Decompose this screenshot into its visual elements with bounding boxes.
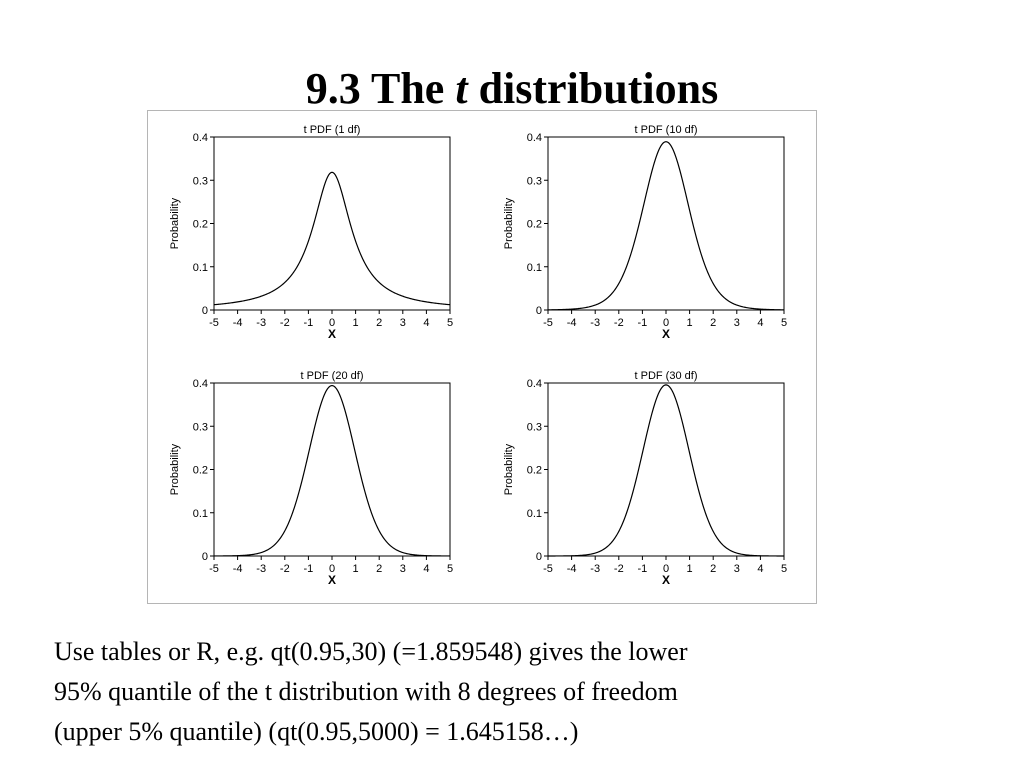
y-tick-label: 0.1 xyxy=(527,262,542,274)
x-tick-label: 0 xyxy=(329,563,335,575)
series-line-30df xyxy=(547,384,785,557)
y-tick-label: 0.2 xyxy=(527,219,542,231)
y-tick-label: 0 xyxy=(536,551,542,563)
x-tick-label: 0 xyxy=(663,563,669,575)
x-tick-label: 2 xyxy=(710,317,716,329)
y-tick-label: 0.4 xyxy=(193,378,208,390)
x-tick-label: 3 xyxy=(734,317,740,329)
x-tick-label: 3 xyxy=(734,563,740,575)
x-tick-label: 4 xyxy=(423,317,429,329)
x-tick-label: 0 xyxy=(329,317,335,329)
body-text: Use tables or R, e.g. qt(0.95,30) (=1.85… xyxy=(54,632,954,752)
x-tick-label: -5 xyxy=(543,317,553,329)
plot-frame xyxy=(547,382,785,557)
x-axis-label: X xyxy=(328,327,336,341)
x-tick-label: 3 xyxy=(400,317,406,329)
x-tick-label: -4 xyxy=(233,317,243,329)
plot-frame xyxy=(213,382,451,557)
x-tick-label: 3 xyxy=(400,563,406,575)
chart-title: t PDF (1 df) xyxy=(304,124,361,136)
series-line-10df xyxy=(547,141,785,311)
y-tick-label: 0.2 xyxy=(193,219,208,231)
x-tick-label: -4 xyxy=(567,563,577,575)
chart-panel-1df: t PDF (1 df) 0 0.1 0.2 0.3 0.4 -5 -4 -3 -2 -1 0 1 2 3 4… xyxy=(169,124,453,341)
x-tick-label: -3 xyxy=(590,317,600,329)
y-axis-label: Probability xyxy=(169,443,181,495)
x-tick-label: -3 xyxy=(256,563,266,575)
x-tick-label: -5 xyxy=(209,563,219,575)
y-tick-label: 0.4 xyxy=(527,378,542,390)
x-tick-label: -2 xyxy=(614,563,624,575)
figure-frame: t PDF (1 df) 0 0.1 0.2 0.3 0.4 -5 -4 -3 -2 -1 0 1 2 3 4… xyxy=(147,110,817,604)
y-tick-label: 0.4 xyxy=(527,132,542,144)
x-tick-label: -1 xyxy=(638,317,648,329)
chart-panel-10df: t PDF (10 df) 0 0.1 0.2 0.3 0.4 -5 -4 -3 -2 -1 0 1 2 3… xyxy=(503,124,787,341)
series-line-20df xyxy=(213,384,451,557)
series-line-1df xyxy=(213,171,451,306)
y-tick-label: 0.1 xyxy=(193,508,208,520)
chart-title: t PDF (10 df) xyxy=(635,124,698,136)
y-tick-label: 0 xyxy=(202,551,208,563)
x-tick-label: -2 xyxy=(280,317,290,329)
y-tick-label: 0.3 xyxy=(527,421,542,433)
body-line-1: Use tables or R, e.g. qt(0.95,30) (=1.85… xyxy=(54,637,688,666)
x-tick-label: -5 xyxy=(209,317,219,329)
chart-title: t PDF (30 df) xyxy=(635,370,698,382)
x-tick-label: -2 xyxy=(614,317,624,329)
x-tick-label: 4 xyxy=(757,317,763,329)
y-tick-label: 0.3 xyxy=(193,421,208,433)
chart-panel-30df: t PDF (30 df) 0 0.1 0.2 0.3 0.4 -5 -4 -3 -2 -1 0 1 2 3… xyxy=(503,370,787,587)
x-tick-label: -4 xyxy=(567,317,577,329)
x-tick-label: 5 xyxy=(781,317,787,329)
y-tick-label: 0.1 xyxy=(193,262,208,274)
x-axis-label: X xyxy=(662,327,670,341)
plot-frame xyxy=(213,136,451,311)
y-axis-label: Probability xyxy=(503,197,515,249)
title-suffix: distributions xyxy=(467,64,719,114)
x-tick-label: 2 xyxy=(376,317,382,329)
x-tick-label: -1 xyxy=(304,563,314,575)
x-tick-label: -5 xyxy=(543,563,553,575)
y-tick-label: 0 xyxy=(536,305,542,317)
x-tick-label: -3 xyxy=(590,563,600,575)
y-tick-label: 0.2 xyxy=(527,465,542,477)
slide-title: 9.3 The t distributions xyxy=(0,65,1024,113)
x-tick-label: 4 xyxy=(757,563,763,575)
y-tick-label: 0.4 xyxy=(193,132,208,144)
x-tick-label: 1 xyxy=(687,563,693,575)
y-tick-label: 0.3 xyxy=(527,175,542,187)
x-tick-label: 4 xyxy=(423,563,429,575)
y-tick-label: 0.1 xyxy=(527,508,542,520)
x-tick-label: -1 xyxy=(304,317,314,329)
x-tick-label: -4 xyxy=(233,563,243,575)
x-tick-label: 2 xyxy=(710,563,716,575)
x-tick-label: 1 xyxy=(353,563,359,575)
title-prefix: 9.3 The xyxy=(305,64,456,114)
y-tick-label: 0 xyxy=(202,305,208,317)
x-tick-label: 2 xyxy=(376,563,382,575)
chart-title: t PDF (20 df) xyxy=(301,370,364,382)
x-tick-label: 5 xyxy=(781,563,787,575)
x-tick-label: 0 xyxy=(663,317,669,329)
t-pdf-figure: t PDF (1 df) 0 0.1 0.2 0.3 0.4 -5 -4 -3 -2 -1 0 1 2 3 4… xyxy=(169,124,787,587)
x-tick-label: 1 xyxy=(687,317,693,329)
x-tick-label: -2 xyxy=(280,563,290,575)
plot-frame xyxy=(547,136,785,311)
chart-panel-20df: t PDF (20 df) 0 0.1 0.2 0.3 0.4 -5 -4 -3 -2 -1 0 1 2 3… xyxy=(169,370,453,587)
x-tick-label: -1 xyxy=(638,563,648,575)
x-axis-label: X xyxy=(328,573,336,587)
x-axis-label: X xyxy=(662,573,670,587)
body-line-2: 95% quantile of the t distribution with … xyxy=(54,677,678,706)
x-tick-label: 1 xyxy=(353,317,359,329)
title-italic-t: t xyxy=(455,64,468,114)
x-tick-label: 5 xyxy=(447,317,453,329)
y-tick-label: 0.3 xyxy=(193,175,208,187)
y-axis-label: Probability xyxy=(169,197,181,249)
x-tick-label: 5 xyxy=(447,563,453,575)
y-axis-label: Probability xyxy=(503,443,515,495)
x-tick-label: -3 xyxy=(256,317,266,329)
body-line-3: (upper 5% quantile) (qt(0.95,5000) = 1.6… xyxy=(54,717,579,746)
y-tick-label: 0.2 xyxy=(193,465,208,477)
